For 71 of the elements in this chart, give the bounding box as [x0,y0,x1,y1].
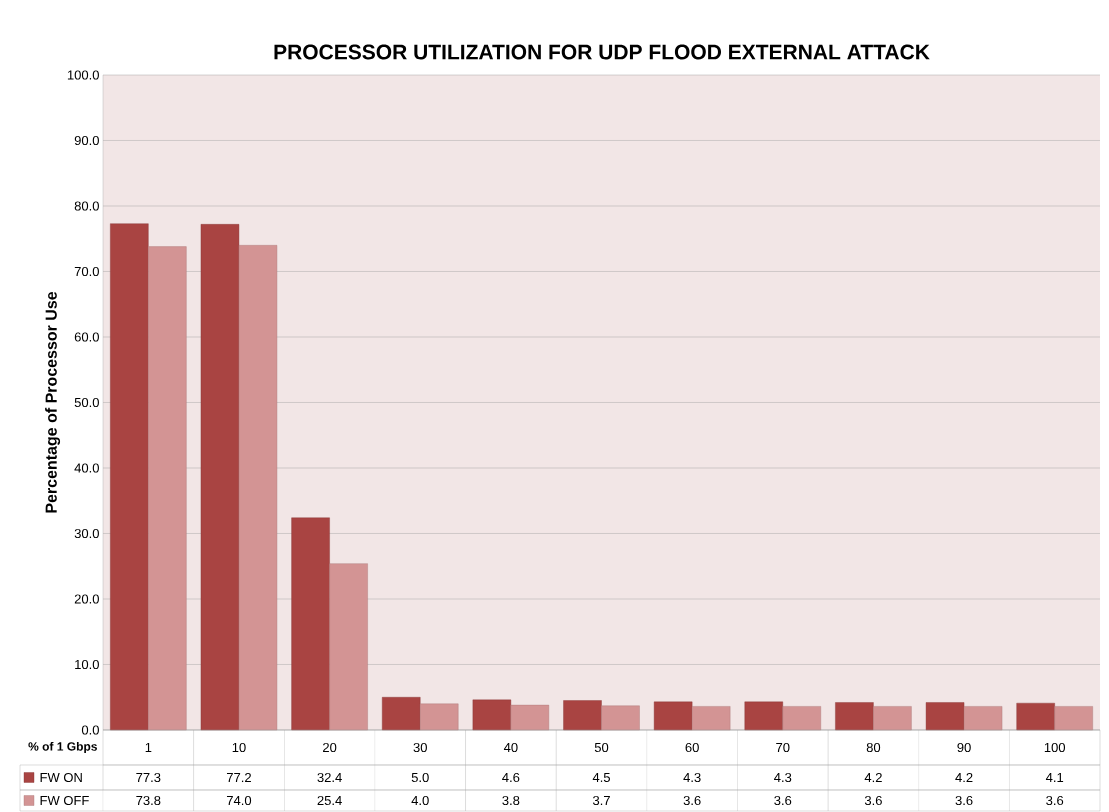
chart-title: PROCESSOR UTILIZATION FOR UDP FLOOD EXTERNAL ATTACK [274,44,930,60]
y-tick-label: 40.0 [74,463,99,473]
data-label: 4.3 [774,772,792,783]
bar [873,706,912,731]
x-tick-label: 20 [323,742,337,753]
x-tick-label: 70 [776,742,790,753]
bar [382,697,421,731]
legend-label: FW OFF [40,795,89,806]
data-label: 3.7 [592,795,610,806]
data-label: 4.2 [864,772,882,783]
bar [472,699,512,731]
bar [601,705,640,731]
data-label: 77.3 [136,772,161,783]
data-label: 5.0 [411,772,429,783]
data-label: 4.0 [411,795,429,806]
data-label: 74.0 [226,795,252,806]
x-tick-label: 1 [145,743,152,752]
y-tick-label: 90.0 [74,135,99,146]
bar [238,245,278,731]
data-label: 77.2 [226,772,251,783]
bar [1016,702,1055,731]
bar [1054,706,1093,731]
data-label: 3.6 [1046,795,1064,806]
x-tick-label: 100 [1044,742,1066,753]
y-tick-label: 80.0 [74,201,99,211]
data-label: 3.6 [864,795,882,806]
x-tick-label: 30 [413,742,427,753]
data-label: 3.6 [683,795,701,806]
bar [653,701,693,731]
x-tick-label: 90 [957,742,971,753]
y-axis-title: Percentage of Processor Use [45,291,61,513]
data-label: 4.5 [592,772,610,783]
bar [420,703,459,731]
y-tick-label: 30.0 [74,528,99,539]
data-label: 4.6 [502,772,520,783]
bar [110,223,149,731]
bar [563,700,602,731]
bar [329,563,368,731]
data-label: 4.1 [1045,773,1064,782]
y-tick-label: 60.0 [74,332,99,342]
bar [510,704,550,731]
bar [925,702,965,731]
x-tick-label: 50 [594,742,609,753]
x-tick-label: 40 [503,742,518,753]
bar [691,706,731,731]
bar [835,702,874,731]
data-label: 3.8 [502,795,520,806]
y-tick-label: 20.0 [74,594,99,604]
x-tick-label: 10 [232,742,246,753]
y-tick-label: 0.0 [81,725,99,735]
data-label: 3.6 [774,795,792,806]
x-axis-title: % of 1 Gbps [28,741,97,754]
y-tick-label: 10.0 [75,659,99,670]
data-label: 73.8 [136,795,161,806]
data-label: 4.3 [683,772,701,783]
data-label: 4.2 [955,772,973,783]
data-label: 3.6 [955,795,973,806]
bar [744,701,783,731]
x-tick-label: 80 [866,742,881,753]
x-tick-label: 60 [685,742,699,753]
bar [782,706,821,731]
bar [963,706,1003,731]
y-tick-label: 70.0 [74,266,99,277]
data-label: 25.4 [317,795,342,806]
legend-label: FW ON [40,772,82,783]
bar [148,246,187,731]
data-label: 32.4 [317,772,342,783]
bar [291,517,330,731]
bar [200,224,240,731]
y-tick-label: 100.0 [67,70,99,80]
y-tick-label: 50.0 [74,397,99,408]
